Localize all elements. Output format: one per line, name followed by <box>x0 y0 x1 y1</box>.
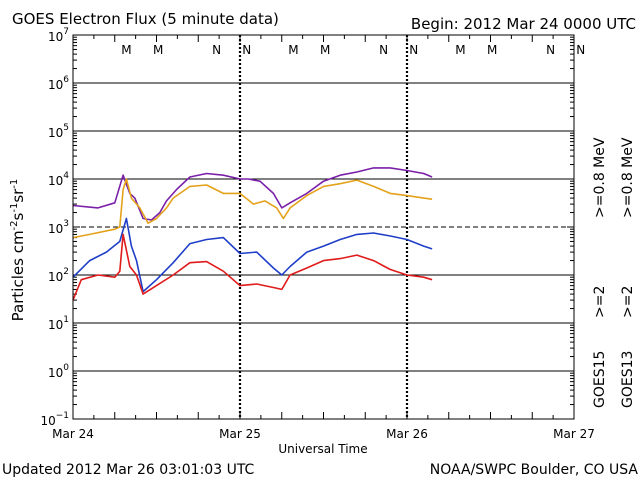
plot-frame <box>72 34 575 420</box>
series-goes15-0-8-mev <box>72 167 433 221</box>
marker-M: M <box>320 43 330 57</box>
marker-M: M <box>153 43 163 57</box>
marker-N: N <box>409 43 418 57</box>
y-tick-label: 104 <box>48 171 69 188</box>
y-tick-label: 105 <box>48 123 69 140</box>
y-tick-label: 107 <box>48 27 69 44</box>
credit: NOAA/SWPC Boulder, CO USA <box>430 462 639 478</box>
y-tick-label: 100 <box>48 363 69 380</box>
x-axis-label: Universal Time <box>278 442 367 456</box>
chart-title: GOES Electron Flux (5 minute data) <box>12 10 279 28</box>
x-tick-label: Mar 25 <box>219 427 261 441</box>
x-ticks: Mar 24 Mar 25 Mar 26 Mar 27 <box>52 35 595 441</box>
x-tick-label: Mar 24 <box>52 427 94 441</box>
updated-time: Updated 2012 Mar 26 03:01:03 UTC <box>2 462 255 478</box>
legend-goes15-hi: >=0.8 MeV <box>592 137 608 218</box>
x-tick-label: Mar 27 <box>553 427 595 441</box>
legend-goes13-label: GOES13 <box>620 351 636 408</box>
data-series <box>72 167 433 301</box>
x-tick-label: Mar 26 <box>386 427 428 441</box>
grid-lines <box>73 35 574 419</box>
marker-M: M <box>487 43 497 57</box>
y-tick-label: 101 <box>48 315 69 332</box>
y-axis-label: Particles cm-2s-1sr-1 <box>9 179 27 322</box>
legend-goes13-lo: >=2 <box>620 286 636 318</box>
marker-M: M <box>121 43 131 57</box>
begin-time: Begin: 2012 Mar 24 0000 UTC <box>411 15 636 33</box>
series-goes13-0-8-mev <box>72 178 433 239</box>
legend-goes15-lo: >=2 <box>592 286 608 318</box>
marker-N: N <box>576 43 585 57</box>
y-tick-label: 106 <box>48 75 69 92</box>
legend-goes13-hi: >=0.8 MeV <box>620 137 636 218</box>
marker-N: N <box>242 43 251 57</box>
marker-N: N <box>546 43 555 57</box>
legend-goes15-label: GOES15 <box>592 351 608 408</box>
marker-N: N <box>379 43 388 57</box>
marker-N: N <box>212 43 221 57</box>
y-tick-label: 102 <box>48 267 69 284</box>
y-tick-label: 10−1 <box>40 411 69 428</box>
marker-M: M <box>455 43 465 57</box>
marker-M: M <box>288 43 298 57</box>
series-goes15-2 <box>72 217 433 293</box>
y-tick-label: 103 <box>48 219 69 236</box>
series-goes13-2 <box>72 233 433 301</box>
